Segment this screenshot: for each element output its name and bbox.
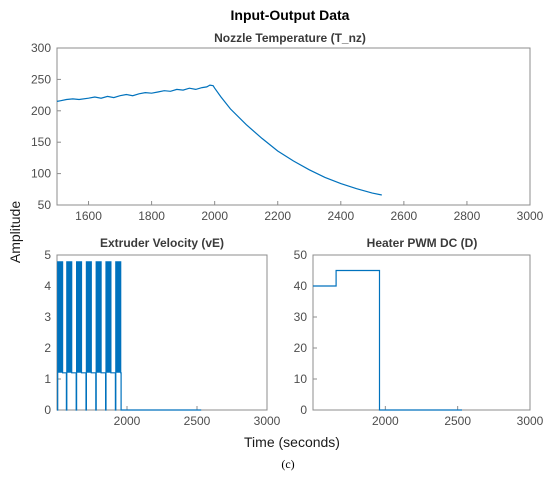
heater-pwm-plot-area — [312, 254, 531, 411]
heater-pwm-y-tick-label: 50 — [294, 248, 308, 262]
nozzle-temperature-x-tick-label: 2400 — [327, 209, 354, 223]
nozzle-temperature-x-tick-label: 1800 — [138, 209, 165, 223]
nozzle-temperature-series-line — [56, 84, 382, 196]
nozzle-temperature-title: Nozzle Temperature (T_nz) — [214, 31, 366, 45]
extruder-velocity-y-tick-label: 4 — [44, 279, 51, 293]
extruder-velocity-y-tick-label: 2 — [44, 341, 51, 355]
figure-caption: (c) — [281, 457, 294, 471]
nozzle-temperature-plot-area — [56, 47, 531, 206]
heater-pwm-y-tick-label: 20 — [294, 341, 308, 355]
nozzle-temperature-y-tick-label: 250 — [31, 72, 51, 86]
nozzle-temperature-y-tick-label: 100 — [31, 167, 51, 181]
nozzle-temperature-x-tick-label: 2800 — [454, 209, 481, 223]
figure-title: Input-Output Data — [231, 7, 350, 23]
extruder-velocity-y-tick-label: 1 — [44, 372, 51, 386]
x-axis-label: Time (seconds) — [244, 434, 340, 450]
nozzle-temperature-x-tick-label: 2200 — [264, 209, 291, 223]
heater-pwm-x-tick-label: 2000 — [372, 414, 399, 428]
nozzle-temperature-panel: Nozzle Temperature (T_nz) 1600 1800 2000 22… — [31, 31, 544, 223]
nozzle-temperature-y-tick-label: 200 — [31, 104, 51, 118]
heater-pwm-x-tick-label: 3000 — [517, 414, 544, 428]
nozzle-temperature-y-tick-label: 300 — [31, 41, 51, 55]
heater-pwm-y-tick-label: 30 — [294, 310, 308, 324]
extruder-velocity-title: Extruder Velocity (vE) — [100, 236, 224, 250]
nozzle-temperature-x-tick-label: 2000 — [201, 209, 228, 223]
heater-pwm-y-tick-label: 40 — [294, 279, 308, 293]
extruder-velocity-y-tick-label: 5 — [44, 248, 51, 262]
y-axis-label: Amplitude — [7, 201, 23, 263]
extruder-velocity-x-tick-label: 2500 — [184, 414, 211, 428]
heater-pwm-series-line — [313, 269, 462, 411]
heater-pwm-panel: Heater PWM DC (D) 2000 2500 3000 0 10 20 30 40 5… — [294, 236, 544, 428]
heater-pwm-x-tick-label: 2500 — [444, 414, 471, 428]
extruder-velocity-x-tick-label: 2000 — [114, 414, 141, 428]
nozzle-temperature-x-tick-label: 2600 — [391, 209, 418, 223]
heater-pwm-y-tick-label: 10 — [294, 372, 308, 386]
heater-pwm-y-tick-label: 0 — [300, 403, 307, 417]
extruder-velocity-y-tick-label: 3 — [44, 310, 51, 324]
nozzle-temperature-y-tick-label: 150 — [31, 135, 51, 149]
extruder-velocity-y-tick-label: 0 — [44, 403, 51, 417]
extruder-velocity-x-tick-label: 3000 — [254, 414, 281, 428]
nozzle-temperature-x-tick-label: 3000 — [517, 209, 544, 223]
extruder-velocity-panel: Extruder Velocity (vE) 2000 2500 3000 0 1 2 3 4… — [44, 236, 280, 428]
nozzle-temperature-x-tick-label: 1600 — [75, 209, 102, 223]
extruder-velocity-series-line — [57, 261, 202, 411]
nozzle-temperature-y-tick-label: 50 — [38, 198, 52, 212]
heater-pwm-title: Heater PWM DC (D) — [367, 236, 478, 250]
